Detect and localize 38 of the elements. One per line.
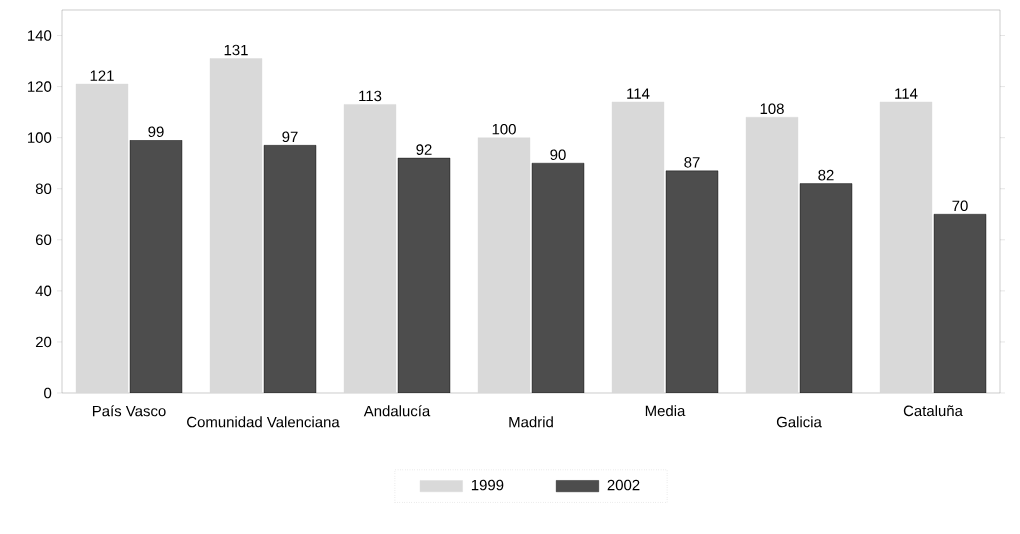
x-tick-label: Comunidad Valenciana: [187, 416, 340, 428]
data-label: 97: [282, 131, 298, 143]
data-label: 100: [492, 123, 516, 135]
legend-label: 2002: [607, 479, 640, 491]
y-tick-label: 60: [35, 234, 52, 246]
bar: [531, 163, 585, 393]
x-tick-label: Media: [645, 405, 686, 417]
y-tick-label: 20: [35, 336, 52, 348]
data-label: 90: [550, 149, 566, 160]
data-label: 108: [760, 103, 784, 115]
x-tick-label: Galicia: [776, 416, 822, 428]
data-label: 121: [90, 70, 114, 81]
data-label: 82: [818, 169, 834, 181]
y-tick-label: 0: [44, 387, 52, 399]
data-label: 70: [952, 200, 968, 212]
bar: [933, 214, 987, 393]
x-tick-label: Cataluña: [903, 405, 963, 417]
data-label: 114: [895, 88, 918, 99]
data-label: 114: [627, 88, 650, 99]
x-tick-label: País Vasco: [92, 405, 166, 417]
y-tick-label: 100: [28, 132, 52, 143]
data-label: 87: [684, 157, 700, 168]
y-tick-label: 140: [28, 30, 52, 41]
data-label: 113: [359, 90, 382, 102]
y-tick-label: 80: [35, 183, 52, 195]
bar: [397, 157, 451, 393]
bar: [665, 170, 719, 393]
x-tick-label: Andalucía: [363, 405, 431, 417]
y-tick-label: 40: [35, 285, 52, 297]
bar: [263, 145, 317, 393]
y-tick-label: 120: [28, 81, 52, 92]
x-tick-label: Madrid: [509, 416, 553, 428]
bar: [799, 183, 853, 393]
data-label: 131: [224, 44, 248, 56]
data-label: 92: [416, 144, 432, 155]
bar: [129, 140, 183, 393]
legend-label: 1999: [471, 479, 504, 491]
data-label: 99: [148, 126, 164, 138]
